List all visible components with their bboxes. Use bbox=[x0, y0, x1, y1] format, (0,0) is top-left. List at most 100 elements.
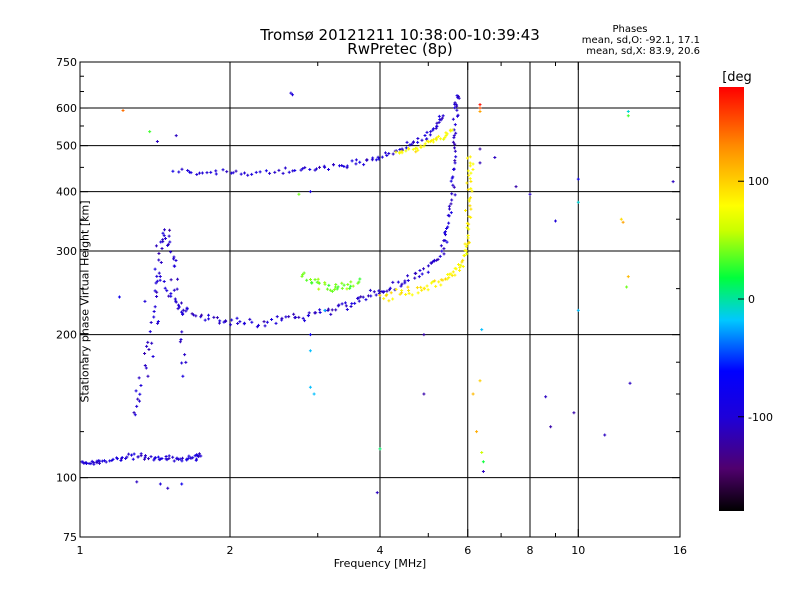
data-point bbox=[426, 270, 430, 274]
data-point bbox=[389, 291, 393, 295]
data-point bbox=[115, 457, 119, 461]
data-point bbox=[172, 264, 176, 268]
data-point bbox=[284, 315, 288, 319]
data-point bbox=[443, 233, 447, 237]
data-point bbox=[345, 287, 349, 291]
y-tick-label: 500 bbox=[56, 140, 77, 153]
data-point bbox=[452, 185, 456, 189]
data-point bbox=[246, 173, 250, 177]
data-point bbox=[137, 376, 141, 380]
data-point bbox=[420, 288, 424, 292]
data-point bbox=[205, 171, 209, 175]
data-point bbox=[415, 286, 419, 290]
data-point bbox=[400, 282, 404, 286]
data-point bbox=[222, 320, 226, 324]
data-point bbox=[90, 459, 94, 463]
data-point bbox=[453, 106, 457, 110]
data-point bbox=[152, 458, 156, 462]
data-point bbox=[370, 158, 374, 162]
data-point bbox=[391, 280, 395, 284]
data-point bbox=[191, 456, 195, 460]
data-point bbox=[414, 271, 418, 275]
data-point bbox=[407, 289, 411, 293]
data-point bbox=[439, 278, 443, 282]
data-point bbox=[139, 454, 143, 458]
data-point bbox=[169, 250, 173, 254]
data-point bbox=[176, 307, 180, 311]
data-point bbox=[206, 313, 210, 317]
data-point bbox=[422, 392, 426, 396]
data-point bbox=[428, 133, 432, 137]
data-point bbox=[200, 313, 204, 317]
data-point bbox=[334, 308, 338, 312]
data-point bbox=[156, 455, 160, 459]
data-point bbox=[469, 196, 473, 200]
data-point bbox=[156, 320, 160, 324]
data-point bbox=[553, 219, 557, 223]
data-point bbox=[358, 160, 362, 164]
data-point bbox=[576, 200, 580, 204]
data-point bbox=[153, 289, 157, 293]
data-point bbox=[160, 247, 164, 251]
data-point bbox=[450, 128, 454, 132]
data-point bbox=[415, 146, 419, 150]
data-point bbox=[187, 454, 191, 458]
data-point bbox=[127, 452, 131, 456]
data-point bbox=[460, 260, 464, 264]
x-tick-label: 8 bbox=[527, 544, 534, 557]
data-point bbox=[174, 259, 178, 263]
data-point bbox=[411, 147, 415, 151]
data-point bbox=[180, 459, 184, 463]
data-point bbox=[372, 290, 376, 294]
data-point bbox=[167, 234, 171, 238]
data-point bbox=[124, 456, 128, 460]
data-point bbox=[358, 277, 362, 281]
data-point bbox=[396, 280, 400, 284]
data-point bbox=[416, 291, 420, 295]
data-point bbox=[152, 315, 156, 319]
data-point bbox=[301, 167, 305, 171]
data-point bbox=[429, 130, 433, 134]
data-point bbox=[273, 170, 277, 174]
data-point bbox=[374, 293, 378, 297]
data-point bbox=[291, 93, 295, 97]
data-point bbox=[154, 456, 158, 460]
data-point bbox=[305, 278, 309, 282]
data-point bbox=[449, 202, 453, 206]
data-point bbox=[466, 233, 470, 237]
data-point bbox=[138, 399, 142, 403]
data-point bbox=[142, 457, 146, 461]
data-point bbox=[299, 168, 303, 172]
data-point bbox=[572, 411, 576, 415]
data-point bbox=[406, 274, 410, 278]
data-point bbox=[148, 330, 152, 334]
data-point bbox=[414, 150, 418, 154]
data-point bbox=[121, 108, 125, 112]
data-point bbox=[144, 366, 148, 370]
data-point bbox=[354, 162, 358, 166]
data-point bbox=[131, 457, 135, 461]
data-point bbox=[235, 316, 239, 320]
data-point bbox=[450, 274, 454, 278]
data-point bbox=[463, 208, 467, 212]
data-point bbox=[362, 163, 366, 167]
data-point bbox=[400, 151, 404, 155]
data-point bbox=[155, 274, 159, 278]
data-point bbox=[281, 171, 285, 175]
data-point bbox=[350, 302, 354, 306]
data-point bbox=[280, 316, 284, 320]
y-tick-label: 200 bbox=[56, 329, 77, 342]
data-point bbox=[136, 397, 140, 401]
data-point bbox=[168, 240, 172, 244]
data-point bbox=[416, 140, 420, 144]
data-point bbox=[625, 285, 629, 289]
data-point bbox=[275, 315, 279, 319]
data-point bbox=[155, 294, 159, 298]
data-point bbox=[318, 310, 322, 314]
data-point bbox=[254, 170, 258, 174]
data-point bbox=[111, 457, 115, 461]
data-point bbox=[440, 116, 444, 120]
data-point bbox=[468, 155, 472, 159]
data-point bbox=[337, 303, 341, 307]
data-point bbox=[308, 349, 312, 353]
